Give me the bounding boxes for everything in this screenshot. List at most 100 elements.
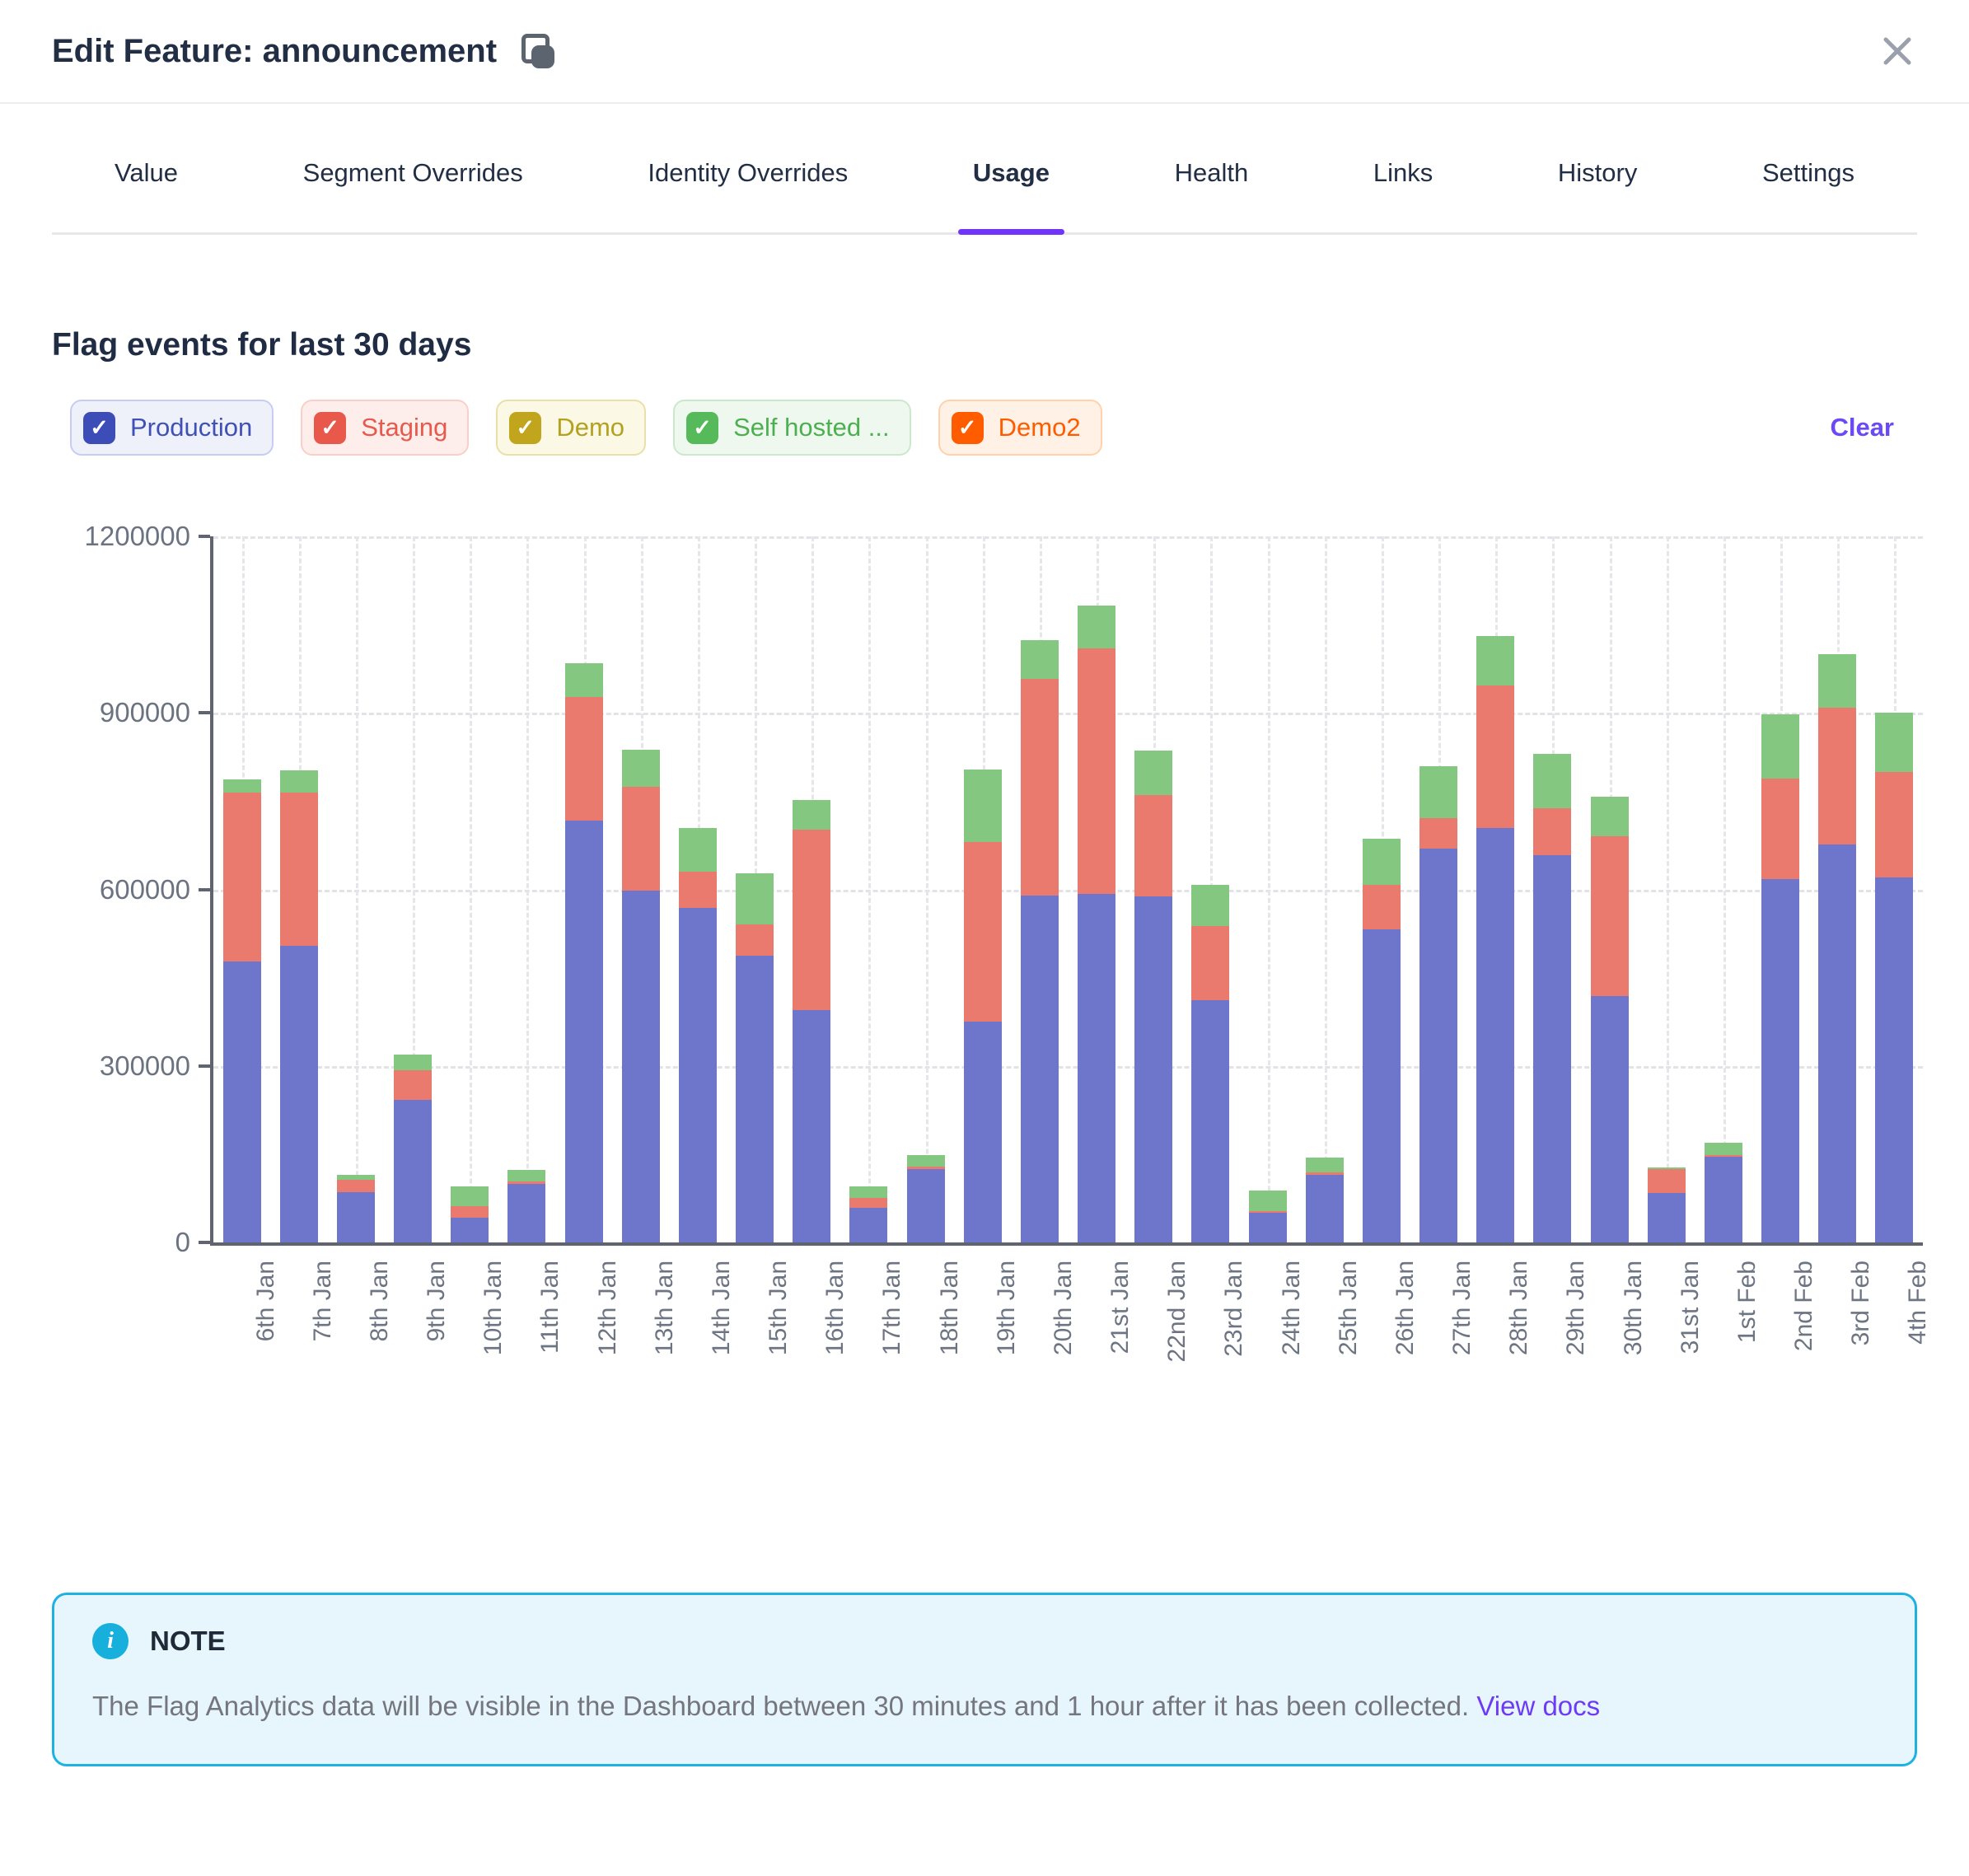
y-tick-label: 300000 [99, 1050, 190, 1081]
bar-segment-self-hosted-21st-jan [1078, 605, 1116, 649]
x-tick-label: 2nd Feb [1790, 1261, 1818, 1352]
tab-segment-overrides[interactable]: Segment Overrides [302, 158, 523, 187]
bar-segment-staging-27th-jan [1419, 818, 1458, 849]
bar-segment-self-hosted-12th-jan [564, 663, 603, 697]
bar-segment-self-hosted-8th-jan [336, 1174, 375, 1180]
bar-segment-self-hosted-14th-jan [678, 828, 717, 873]
checkbox-checked-icon[interactable]: ✓ [314, 411, 347, 444]
clear-button[interactable]: Clear [1830, 413, 1894, 442]
env-toggle-staging[interactable]: ✓ Staging [301, 400, 470, 456]
bar-segment-staging-10th-jan [451, 1206, 489, 1219]
tab-health[interactable]: Health [1174, 158, 1249, 187]
checkbox-checked-icon[interactable]: ✓ [509, 411, 542, 444]
bar-segment-self-hosted-26th-jan [1362, 839, 1401, 885]
bar-segment-staging-29th-jan [1533, 807, 1572, 856]
env-toggle-demo[interactable]: ✓ Demo [496, 400, 647, 456]
bar-segment-self-hosted-25th-jan [1305, 1158, 1344, 1173]
y-tick-mark [199, 887, 210, 891]
y-tick-label: 0 [175, 1227, 190, 1257]
bar-segment-self-hosted-7th-jan [279, 770, 318, 793]
y-tick-label: 900000 [99, 697, 190, 728]
env-toggle-self-hosted[interactable]: ✓ Self hosted ... [673, 400, 911, 456]
y-tick-mark [199, 535, 210, 538]
env-toggle-production[interactable]: ✓ Production [70, 400, 274, 456]
bar-segment-staging-28th-jan [1476, 685, 1515, 828]
note-box: i NOTE The Flag Analytics data will be v… [52, 1593, 1917, 1767]
flag-events-chart: 0 300000 600000 900000 1200000 6th Jan 7th Ja… [52, 521, 1932, 1401]
x-tick-label: 22nd Jan [1163, 1261, 1191, 1363]
x-tick-label: 29th Jan [1562, 1261, 1590, 1356]
x-tick-label: 26th Jan [1391, 1261, 1419, 1356]
env-label: Staging [361, 413, 448, 442]
tab-history[interactable]: History [1557, 158, 1638, 187]
checkbox-checked-icon[interactable]: ✓ [686, 411, 719, 444]
gridline-vertical [1723, 536, 1726, 1242]
bar-segment-staging-15th-jan [736, 924, 774, 956]
bar-segment-staging-31st-jan [1647, 1169, 1686, 1194]
x-tick-label: 25th Jan [1334, 1261, 1362, 1356]
x-tick-label: 8th Jan [365, 1261, 393, 1342]
tab-identity-overrides[interactable]: Identity Overrides [648, 158, 849, 187]
bar-segment-self-hosted-28th-jan [1476, 635, 1515, 685]
env-label: Self hosted ... [733, 413, 890, 442]
gridline-vertical [355, 536, 358, 1242]
bar-segment-production-17th-jan [849, 1207, 888, 1242]
bar-segment-production-16th-jan [793, 1009, 831, 1242]
environment-filter-row: ✓ Production ✓ Staging ✓ Demo ✓ Self hosted ...… [70, 400, 1917, 456]
y-tick-mark [199, 1241, 210, 1244]
bar-segment-staging-6th-jan [222, 793, 261, 962]
gridline-vertical [925, 536, 928, 1242]
plot-area [210, 536, 1923, 1246]
bar-segment-staging-16th-jan [793, 830, 831, 1010]
tab-bar: Value Segment Overrides Identity Overrides… [52, 150, 1917, 235]
y-tick-label: 1200000 [84, 521, 190, 551]
bar-segment-staging-14th-jan [678, 872, 717, 908]
bar-segment-self-hosted-23rd-jan [1191, 884, 1230, 926]
copy-icon[interactable] [520, 32, 556, 70]
gridline-horizontal [213, 536, 1923, 539]
bar-segment-production-18th-jan [906, 1168, 945, 1242]
tab-links[interactable]: Links [1373, 158, 1433, 187]
bar-segment-staging-18th-jan [906, 1166, 945, 1169]
bar-segment-staging-12th-jan [564, 696, 603, 821]
close-icon[interactable] [1878, 31, 1917, 71]
bar-segment-self-hosted-10th-jan [451, 1186, 489, 1207]
bar-segment-self-hosted-9th-jan [394, 1055, 433, 1071]
bar-segment-production-7th-jan [279, 946, 318, 1242]
x-tick-label: 21st Jan [1106, 1261, 1134, 1354]
bar-segment-self-hosted-22nd-jan [1134, 750, 1173, 795]
bar-segment-self-hosted-18th-jan [906, 1155, 945, 1167]
bar-segment-production-25th-jan [1305, 1174, 1344, 1242]
y-tick-mark [199, 711, 210, 715]
bar-segment-production-14th-jan [678, 907, 717, 1242]
bar-segment-staging-11th-jan [507, 1181, 546, 1184]
view-docs-link[interactable]: View docs [1476, 1691, 1601, 1721]
x-tick-label: 24th Jan [1277, 1261, 1305, 1356]
bar-segment-staging-8th-jan [336, 1179, 375, 1193]
bar-segment-staging-26th-jan [1362, 884, 1401, 930]
gridline-horizontal [213, 1065, 1923, 1069]
x-tick-label: 27th Jan [1448, 1261, 1476, 1356]
bar-segment-production-9th-jan [394, 1100, 433, 1242]
bar-segment-self-hosted-16th-jan [793, 799, 831, 830]
bar-segment-staging-17th-jan [849, 1198, 888, 1208]
bar-segment-staging-7th-jan [279, 793, 318, 947]
env-toggle-demo2[interactable]: ✓ Demo2 [938, 400, 1102, 456]
bar-segment-staging-21st-jan [1078, 648, 1116, 895]
bar-segment-self-hosted-2nd-feb [1761, 714, 1800, 779]
modal-header: Edit Feature: announcement [0, 0, 1969, 104]
bar-segment-staging-22nd-jan [1134, 794, 1173, 897]
bar-segment-staging-20th-jan [1020, 678, 1059, 896]
x-tick-label: 19th Jan [992, 1261, 1020, 1356]
gridline-vertical [526, 536, 530, 1242]
checkbox-checked-icon[interactable]: ✓ [951, 411, 984, 444]
bar-segment-production-29th-jan [1533, 855, 1572, 1242]
bar-segment-production-6th-jan [222, 961, 261, 1242]
bar-segment-self-hosted-29th-jan [1533, 753, 1572, 808]
tab-settings[interactable]: Settings [1761, 158, 1854, 187]
checkbox-checked-icon[interactable]: ✓ [83, 411, 115, 444]
gridline-horizontal [213, 889, 1923, 892]
tab-usage[interactable]: Usage [957, 150, 1065, 235]
tab-value[interactable]: Value [115, 158, 178, 187]
x-tick-label: 15th Jan [765, 1261, 793, 1356]
